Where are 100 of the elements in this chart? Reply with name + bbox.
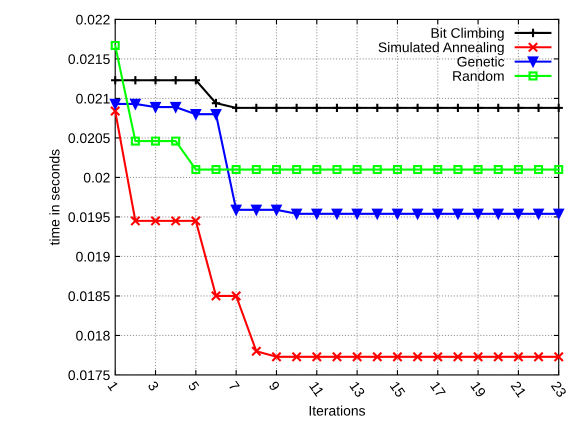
point (150, 75, 161, 86)
x-tick-label: 13 (349, 380, 366, 398)
x-tick-label: 11 (309, 380, 324, 397)
point (352, 208, 362, 219)
point (474, 165, 483, 174)
point (493, 102, 504, 114)
point (452, 102, 464, 114)
point (271, 204, 282, 216)
point (230, 102, 242, 114)
point (271, 352, 282, 362)
point (130, 75, 141, 86)
point (533, 352, 544, 362)
point (252, 165, 261, 174)
x-axis-title: Iterations (310, 405, 366, 416)
x-tick-label: 17 (430, 380, 446, 398)
point (372, 352, 382, 362)
point (170, 216, 181, 226)
point (110, 106, 120, 116)
x-tick-label: 9 (268, 380, 280, 392)
point (433, 165, 442, 174)
point (210, 290, 222, 302)
point (513, 208, 524, 219)
point (171, 136, 180, 146)
point (392, 352, 403, 362)
point (110, 40, 120, 50)
point (190, 216, 202, 226)
point (110, 75, 120, 86)
point (312, 165, 322, 174)
point (291, 352, 302, 362)
point (150, 102, 161, 112)
point (412, 102, 423, 114)
legend-label: Bit Climbing (432, 28, 504, 41)
x-tick-label: 7 (228, 380, 240, 392)
point (412, 352, 423, 362)
point (210, 109, 222, 120)
point (472, 208, 484, 219)
point (170, 102, 181, 112)
point (392, 208, 403, 219)
point (232, 165, 241, 174)
x-tick-label: 21 (510, 380, 527, 398)
legend-label: Genetic (457, 56, 504, 67)
point (514, 165, 523, 174)
point (352, 352, 362, 362)
point (110, 98, 120, 110)
point (190, 109, 202, 120)
x-tick-label: 15 (390, 380, 406, 398)
point (554, 352, 564, 362)
y-tick-label: 0.018 (76, 330, 110, 341)
x-tick-label: 3 (147, 380, 160, 392)
point (472, 102, 484, 114)
point (150, 216, 161, 226)
point (251, 102, 262, 114)
legend-label: Simulated Annealing (378, 42, 504, 56)
point (312, 352, 322, 362)
point (534, 165, 544, 174)
x-tick-label: 23 (550, 380, 567, 398)
point (291, 102, 302, 114)
point (352, 165, 362, 174)
point (392, 102, 403, 114)
point (533, 208, 544, 219)
point (513, 352, 524, 362)
y-tick-label: 0.0205 (68, 133, 110, 144)
point (272, 165, 281, 174)
point (432, 208, 443, 219)
point (493, 352, 504, 362)
point (352, 102, 362, 114)
point (292, 165, 302, 174)
point (332, 352, 342, 362)
y-tick-label: 0.0215 (68, 54, 110, 64)
point (554, 102, 564, 114)
point (332, 165, 342, 174)
point (230, 290, 242, 302)
point (312, 102, 322, 114)
point (452, 208, 464, 219)
point (230, 204, 242, 216)
point (210, 98, 222, 108)
point (372, 208, 382, 219)
y-axis-title: time in seconds (49, 149, 60, 246)
point (494, 165, 503, 174)
point (554, 165, 564, 174)
x-tick-label: 5 (188, 380, 200, 392)
point (372, 165, 382, 174)
point (291, 208, 302, 219)
point (251, 204, 262, 216)
y-tick-label: 0.0185 (68, 291, 110, 302)
point (332, 102, 342, 114)
point (312, 208, 322, 219)
x-tick-label: 19 (470, 380, 486, 398)
point (130, 98, 141, 110)
point (452, 352, 464, 362)
point (170, 75, 181, 86)
point (332, 208, 342, 219)
point (513, 102, 524, 114)
point (372, 102, 382, 114)
point (392, 165, 402, 174)
point (251, 346, 262, 356)
point (130, 136, 140, 146)
point (191, 165, 200, 174)
point (271, 102, 282, 114)
point (554, 208, 564, 219)
